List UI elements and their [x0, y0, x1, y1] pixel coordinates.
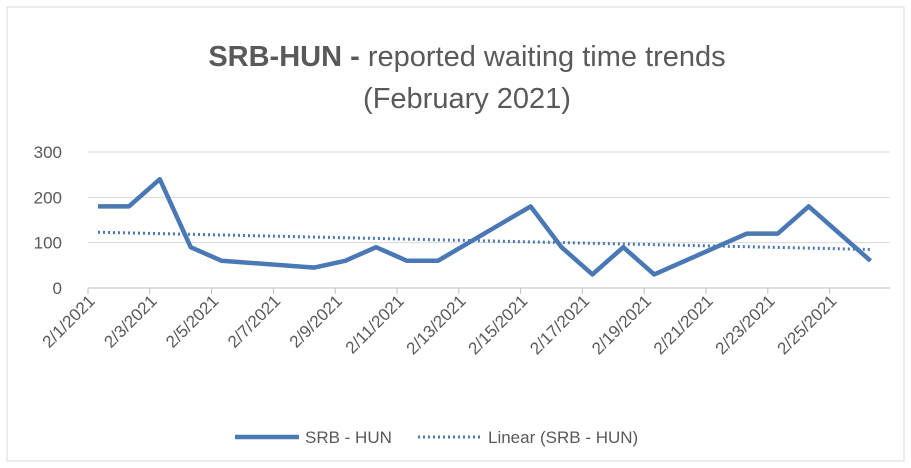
- y-tick-label: 300: [34, 143, 62, 162]
- chart-title-line2: (February 2021): [363, 83, 571, 115]
- y-tick-label: 0: [53, 279, 62, 298]
- legend-label: Linear (SRB - HUN): [488, 428, 638, 447]
- legend-label: SRB - HUN: [305, 428, 392, 447]
- line-series: [97, 230, 871, 251]
- line-series: [98, 176, 872, 277]
- y-tick-label: 100: [34, 234, 62, 253]
- y-tick-label: 200: [34, 188, 62, 207]
- chart-title: SRB-HUN - reported waiting time trends: [208, 41, 725, 73]
